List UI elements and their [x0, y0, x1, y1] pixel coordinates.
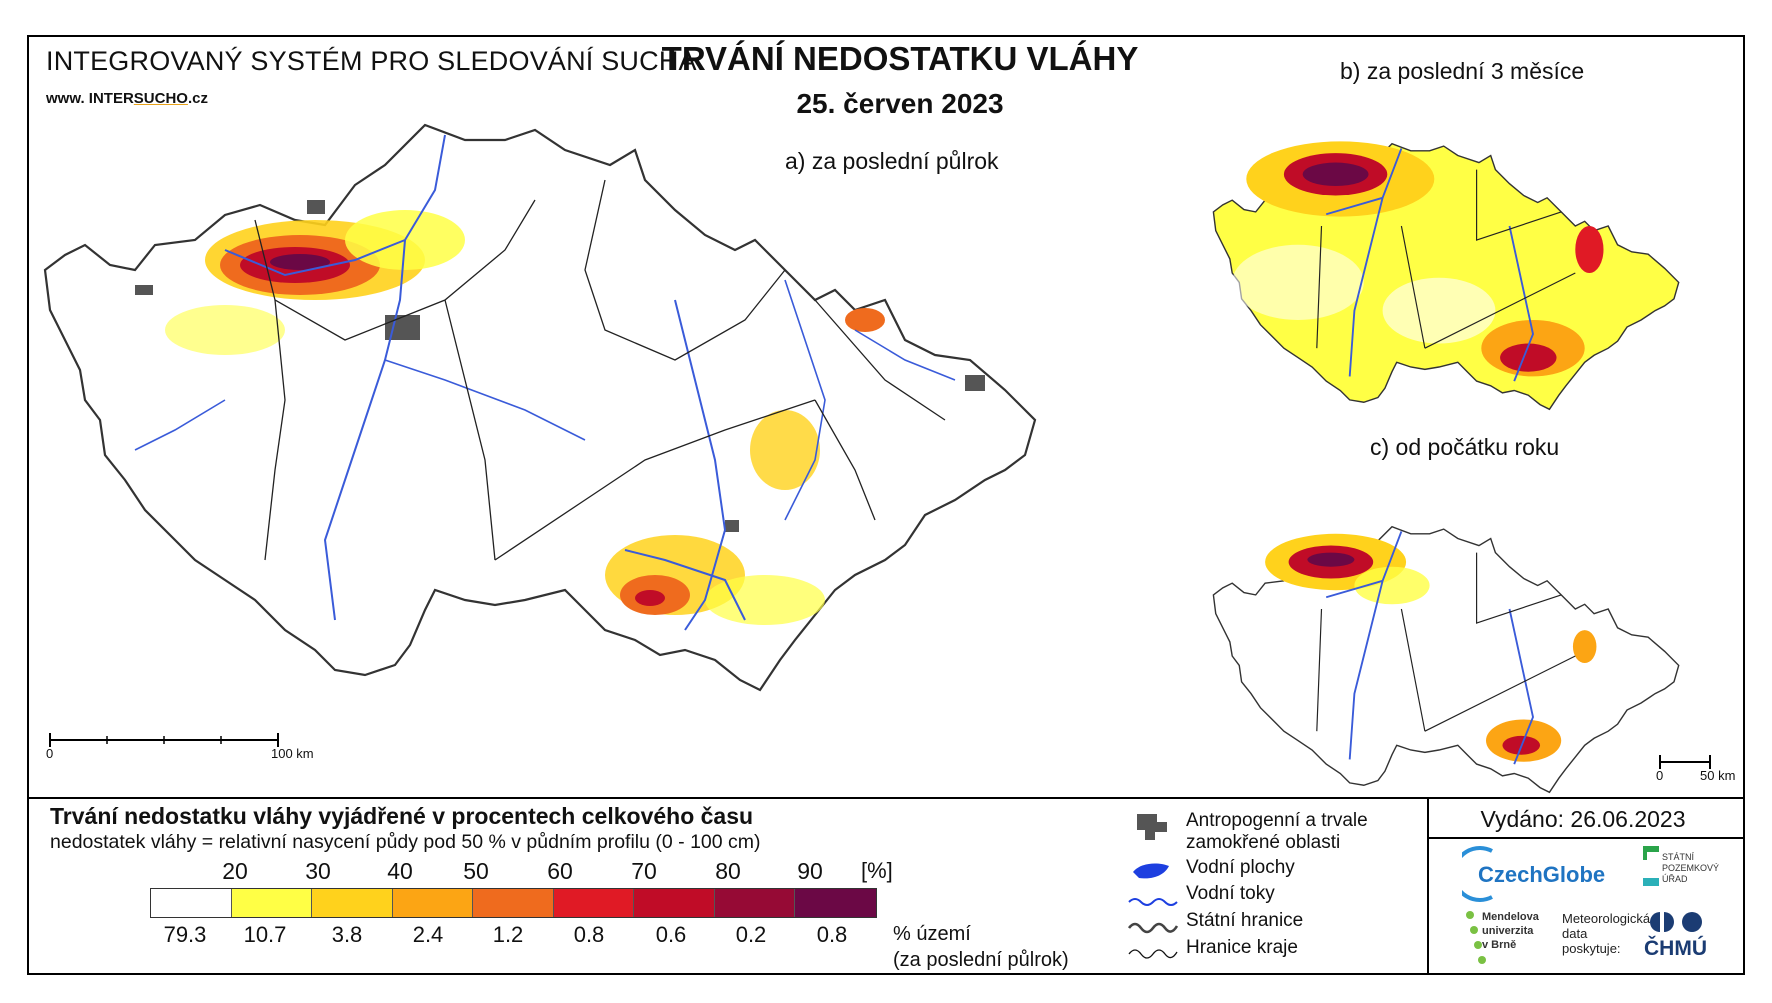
territory-label-line2: (za poslední půlrok) [893, 949, 1069, 971]
state-border-icon [1127, 922, 1179, 934]
website-prefix: www. INTER [46, 90, 134, 107]
met-line1: Meteorologická [1562, 911, 1651, 926]
maps-svg [43, 123, 1711, 794]
scale-a-end: 100 km [271, 746, 314, 761]
water-bodies-label: Vodní plochy [1186, 857, 1295, 878]
mendel-line3: v Brně [1482, 939, 1517, 951]
map-c [1212, 526, 1680, 794]
issued-divider [1427, 837, 1745, 839]
legend-color-swatch [231, 889, 312, 917]
legend-percentage: 3.8 [331, 922, 363, 947]
spu-logo-mark [1643, 846, 1659, 886]
water-body-icon [1133, 863, 1169, 879]
anthropogenic-label: Antropogenní a trvale zamokřené oblasti [1186, 810, 1368, 854]
legend-tick: 40 [387, 858, 413, 884]
meteorological-data-label: Meteorologická data poskytuje: [1562, 911, 1650, 956]
layer-legend-symbols [1127, 814, 1179, 959]
map-date: 25. červen 2023 [796, 88, 1004, 119]
legend-color-swatch [553, 889, 634, 917]
legend-divider [27, 797, 1745, 799]
legend-percentage: 1.2 [492, 922, 524, 947]
anthropogenic-line1: Antropogenní a trvale [1186, 810, 1368, 831]
legend-tick: 80 [715, 858, 741, 884]
legend-tick: 30 [305, 858, 331, 884]
system-title: INTEGROVANÝ SYSTÉM PRO SLEDOVÁNÍ SUCHA [46, 46, 697, 76]
legend-color-swatch [151, 889, 232, 917]
main-title: TRVÁNÍ NEDOSTATKU VLÁHY [661, 40, 1139, 77]
chmu-logo: ČHMÚ [1644, 937, 1707, 960]
website-accent: SUCHO [133, 90, 188, 107]
legend-tick: 90 [797, 858, 823, 884]
legend-percentage: 0.8 [816, 922, 848, 947]
legend-color-swatch [714, 889, 795, 917]
legend-percentage: 0.2 [735, 922, 767, 947]
legend-tick: 50 [463, 858, 489, 884]
state-border-label: Státní hranice [1186, 910, 1304, 931]
mendel-line2: univerzita [1482, 925, 1534, 937]
scale-bar-a [49, 733, 279, 747]
mendel-logo-dots [1466, 911, 1486, 964]
chmu-logo-mark [1650, 912, 1702, 932]
legend-percentage: 79.3 [163, 922, 207, 947]
scale-c-start: 0 [1656, 768, 1664, 783]
website-suffix: .cz [187, 90, 208, 107]
legend-percentage: 10.7 [243, 922, 287, 947]
map-b-label: b) za poslední 3 měsíce [1340, 58, 1585, 84]
map-b [1212, 141, 1680, 411]
website-link[interactable]: www. INTERSUCHO.cz [46, 90, 208, 107]
legend-title: Trvání nedostatku vláhy vyjádřené v proc… [50, 803, 754, 829]
map-a [43, 123, 1037, 692]
map-c-label: c) od počátku roku [1370, 434, 1560, 460]
met-line3: poskytuje: [1562, 941, 1621, 956]
legend-percentage: 0.8 [573, 922, 605, 947]
footer-divider [1427, 797, 1429, 975]
legend-tick: 70 [631, 858, 657, 884]
legend-percentage: 0.6 [655, 922, 687, 947]
anthropogenic-icon [1137, 814, 1167, 840]
map-frame [27, 35, 1745, 975]
region-border-icon [1128, 949, 1178, 959]
legend-color-swatch [634, 889, 715, 917]
met-line2: data [1562, 926, 1588, 941]
legend-color-bar [150, 888, 877, 918]
territory-label: % území (za poslední půlrok) [893, 921, 1069, 973]
legend-tick: 60 [547, 858, 573, 884]
czechglobe-logo: CzechGlobe [1478, 862, 1606, 887]
spu-logo: STÁTNÍ POZEMKOVÝ ÚŘAD [1662, 852, 1719, 885]
issued-date: Vydáno: 26.06.2023 [1480, 806, 1686, 832]
mendel-line1: Mendelova [1482, 911, 1539, 923]
scale-a-start: 0 [46, 746, 54, 761]
mendel-logo: Mendelova univerzita v Brně [1482, 910, 1539, 952]
river-icon [1128, 898, 1178, 906]
region-border-label: Hranice kraje [1186, 937, 1298, 958]
spu-line1: STÁTNÍ [1662, 852, 1695, 862]
map-a-label: a) za poslední půlrok [785, 148, 999, 174]
spu-line2: POZEMKOVÝ [1662, 863, 1720, 873]
legend-subtitle: nedostatek vláhy = relativní nasycení pů… [50, 831, 761, 853]
legend-unit: [%] [861, 858, 893, 883]
legend-tick: 20 [222, 858, 248, 884]
anthropogenic-line2: zamokřené oblasti [1186, 832, 1341, 853]
territory-label-line1: % území [893, 923, 971, 945]
scale-c-end: 50 km [1700, 768, 1736, 783]
legend-color-swatch [473, 889, 554, 917]
legend-percentage: 2.4 [412, 922, 444, 947]
spu-line3: ÚŘAD [1662, 874, 1688, 884]
scale-bar-c [1659, 755, 1711, 769]
legend-color-swatch [312, 889, 393, 917]
legend-color-swatch [795, 889, 876, 917]
czechglobe-logo-ring [1462, 846, 1493, 902]
legend-color-swatch [392, 889, 473, 917]
rivers-label: Vodní toky [1186, 883, 1275, 904]
